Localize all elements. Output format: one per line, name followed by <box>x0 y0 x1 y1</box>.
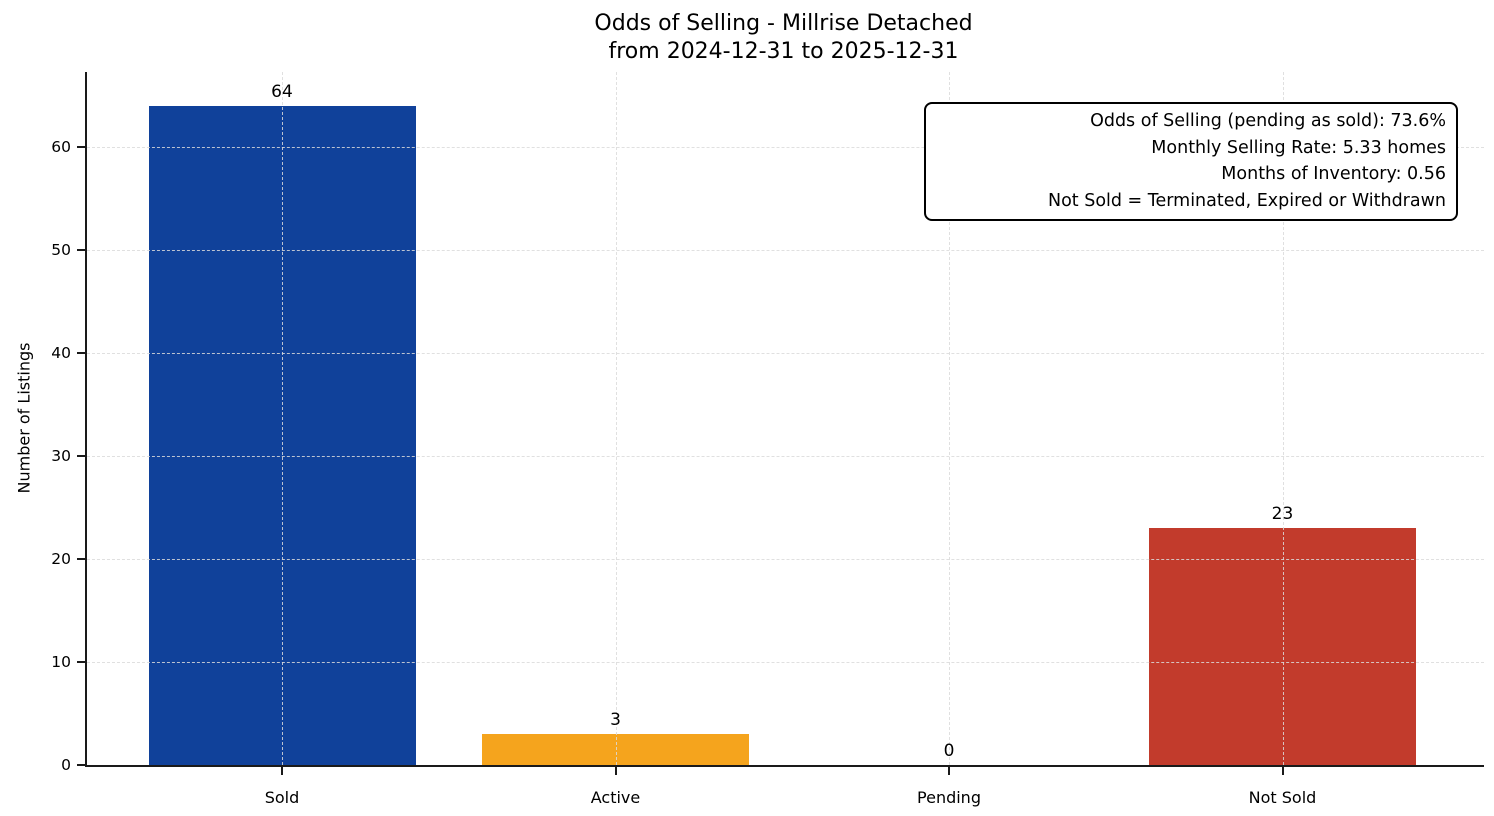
x-tick-mark <box>281 767 283 775</box>
y-tick-label: 0 <box>61 756 71 774</box>
gridline-horizontal <box>87 250 1484 252</box>
y-tick-mark <box>77 455 85 458</box>
bar-value-label: 64 <box>271 81 293 102</box>
y-tick-label: 10 <box>51 653 71 672</box>
x-tick-mark <box>1281 767 1284 775</box>
bar-value-label: 3 <box>610 710 621 731</box>
x-tick-mark <box>614 767 617 775</box>
annotation-line: Months of Inventory: 0.56 <box>1221 164 1446 184</box>
bar-value-label: 0 <box>943 741 955 761</box>
gridline-vertical <box>949 72 950 765</box>
chart-title-line2: from 2024-12-31 to 2025-12-31 <box>608 39 959 64</box>
gridline-vertical <box>1282 72 1284 765</box>
gridline-horizontal <box>87 353 1484 355</box>
x-tick-label: Not Sold <box>1248 788 1317 807</box>
chart-title: Odds of Selling - Millrise Detached from… <box>85 10 1482 66</box>
y-tick-mark <box>77 146 85 149</box>
x-tick-mark <box>948 767 950 775</box>
y-tick-mark <box>77 249 85 252</box>
x-tick-label: Active <box>590 788 641 807</box>
bar-value-label: 23 <box>1271 504 1294 525</box>
annotation-line: Odds of Selling (pending as sold): 73.6% <box>1090 111 1446 131</box>
y-tick-mark <box>77 352 85 355</box>
annotation-line: Not Sold = Terminated, Expired or Withdr… <box>1047 190 1446 211</box>
x-tick-label: Pending <box>917 788 981 807</box>
y-tick-mark <box>77 558 85 561</box>
chart-title-line1: Odds of Selling - Millrise Detached <box>594 11 973 36</box>
plot-area: 0 10 20 30 40 50 60 Sold 64 Active 3 Pending 0 Not So… <box>51 72 1484 807</box>
gridline-horizontal <box>87 662 1484 664</box>
annotation-box: Odds of Selling (pending as sold): 73.6%… <box>924 102 1458 221</box>
gridline-vertical <box>282 72 283 765</box>
gridline-horizontal <box>87 147 1484 149</box>
y-tick-label: 50 <box>51 241 71 260</box>
gridline-horizontal <box>87 456 1484 458</box>
gridline-horizontal <box>87 559 1484 561</box>
y-tick-mark <box>77 661 85 664</box>
y-axis-label: Number of Listings <box>14 342 34 494</box>
y-tick-label: 30 <box>51 447 71 466</box>
y-tick-label: 20 <box>51 550 71 569</box>
y-tick-label: 60 <box>51 138 71 157</box>
y-tick-label: 40 <box>51 344 71 363</box>
gridline-vertical <box>615 72 617 765</box>
x-tick-label: Sold <box>264 788 300 807</box>
y-tick-mark <box>77 764 85 766</box>
annotation-line: Monthly Selling Rate: 5.33 homes <box>1151 137 1446 158</box>
